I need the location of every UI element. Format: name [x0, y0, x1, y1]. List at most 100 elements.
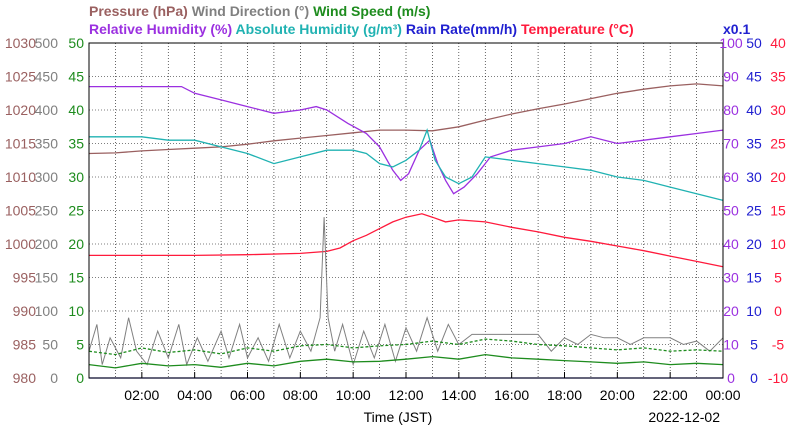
wind_speed-tick-label: 45	[68, 69, 84, 85]
temp-tick-label: 5	[774, 270, 782, 286]
x-tick-label: 04:00	[177, 387, 212, 403]
rh-tick-label: 0	[727, 370, 735, 386]
series-layer	[88, 83, 724, 379]
rain-tick-label: 35	[746, 136, 762, 152]
rain-tick-label: 30	[746, 169, 762, 185]
x-tick-label: 10:00	[336, 387, 371, 403]
series-ah	[89, 128, 724, 202]
wind_dir-tick-label: 350	[35, 136, 59, 152]
pressure-tick-label: 1010	[5, 169, 36, 185]
x-tick-label: 16:00	[494, 387, 529, 403]
rain-tick-label: 0	[750, 370, 758, 386]
wind_dir-tick-label: 50	[42, 337, 58, 353]
wind_speed-tick-label: 35	[68, 136, 84, 152]
x-tick-label: 22:00	[653, 387, 688, 403]
left-axes: 9809859909951000100510101015102010251030…	[5, 35, 84, 386]
rain-tick-label: 20	[746, 236, 762, 252]
rh-tick-label: 20	[723, 303, 739, 319]
title-row-1: Pressure (hPa) Wind Direction (°) Wind S…	[89, 3, 430, 19]
title-row-2: Relative Humidity (%) Absolute Humidity …	[89, 21, 634, 37]
pressure-tick-label: 1025	[5, 69, 36, 85]
x-tick-label: 12:00	[388, 387, 423, 403]
pressure-tick-label: 1030	[5, 35, 36, 51]
wind_speed-tick-label: 15	[68, 270, 84, 286]
wind_dir-tick-label: 400	[35, 102, 59, 118]
rh-tick-label: 10	[723, 337, 739, 353]
title-rh: Relative Humidity (%)	[89, 21, 232, 37]
temp-tick-label: -5	[772, 337, 785, 353]
rain-tick-label: 25	[746, 203, 762, 219]
pressure-tick-label: 1005	[5, 203, 36, 219]
temp-tick-label: 30	[770, 102, 786, 118]
pressure-tick-label: 1015	[5, 136, 36, 152]
wind_dir-tick-label: 200	[35, 236, 59, 252]
series-wind_dir	[88, 217, 724, 367]
temp-tick-label: 40	[770, 35, 786, 51]
pressure-tick-label: 1020	[5, 102, 36, 118]
x-tick-label: 20:00	[600, 387, 635, 403]
wind_speed-tick-label: 0	[76, 370, 84, 386]
wind_speed-tick-label: 40	[68, 102, 84, 118]
title-pressure: Pressure (hPa)	[89, 3, 188, 19]
wind_dir-tick-label: 450	[35, 69, 59, 85]
temp-tick-label: 0	[774, 303, 782, 319]
rh-tick-label: 70	[723, 136, 739, 152]
wind_dir-tick-label: 150	[35, 270, 59, 286]
wind_dir-tick-label: 100	[35, 303, 59, 319]
wind_speed-tick-label: 20	[68, 236, 84, 252]
series-rh	[89, 85, 724, 195]
x-axis-label: Time (JST)	[364, 409, 433, 425]
x-tick-label: 18:00	[547, 387, 582, 403]
rain-tick-label: 15	[746, 270, 762, 286]
x-tick-label: 02:00	[124, 387, 159, 403]
wind_speed-tick-label: 5	[76, 337, 84, 353]
wind_speed-tick-label: 50	[68, 35, 84, 51]
right-axes: 0102030405060708090100051015202530354045…	[719, 35, 788, 386]
pressure-tick-label: 995	[13, 270, 37, 286]
x-tick-label: 06:00	[230, 387, 265, 403]
title-row2-text: Relative Humidity (%) Absolute Humidity …	[89, 21, 634, 37]
title-wind_speed: Wind Speed (m/s)	[313, 3, 430, 19]
rh-tick-label: 80	[723, 102, 739, 118]
wind_speed-tick-label: 25	[68, 203, 84, 219]
series-wind_gust	[88, 338, 724, 356]
rain-tick-label: 40	[746, 102, 762, 118]
rain-tick-label: 10	[746, 303, 762, 319]
wind_speed-tick-label: 10	[68, 303, 84, 319]
rh-tick-label: 50	[723, 203, 739, 219]
title-rain: Rain Rate(mm/h)	[406, 21, 517, 37]
series-pressure	[88, 83, 724, 155]
x-tick-label: 00:00	[705, 387, 740, 403]
wind_dir-tick-label: 0	[50, 370, 58, 386]
title-row1-text: Pressure (hPa) Wind Direction (°) Wind S…	[89, 3, 430, 19]
wind_dir-tick-label: 500	[35, 35, 59, 51]
rh-tick-label: 40	[723, 236, 739, 252]
title-ah: Absolute Humidity (g/m³)	[236, 21, 402, 37]
pressure-tick-label: 990	[13, 303, 37, 319]
temp-tick-label: 35	[770, 69, 786, 85]
rain-tick-label: 45	[746, 69, 762, 85]
rh-tick-label: 90	[723, 69, 739, 85]
rain-multiplier-label: x0.1	[723, 21, 750, 37]
date-label: 2022-12-02	[648, 409, 720, 425]
rain-tick-label: 5	[750, 337, 758, 353]
rh-tick-label: 60	[723, 169, 739, 185]
rh-tick-label: 100	[719, 35, 743, 51]
temp-tick-label: 15	[770, 203, 786, 219]
title-wind_dir: Wind Direction (°)	[192, 3, 309, 19]
pressure-tick-label: 1000	[5, 236, 36, 252]
pressure-tick-label: 980	[13, 370, 37, 386]
x-axis-ticks: 02:00 04:00 06:00 08:00 10:00 12:00 14:00 16:00…	[124, 372, 741, 403]
pressure-tick-label: 985	[13, 337, 37, 353]
title-temp: Temperature (°C)	[521, 21, 634, 37]
x-tick-label: 14:00	[441, 387, 476, 403]
temp-tick-label: 25	[770, 136, 786, 152]
rh-tick-label: 30	[723, 270, 739, 286]
temp-tick-label: 10	[770, 236, 786, 252]
x-tick-label: 08:00	[283, 387, 318, 403]
wind_speed-tick-label: 30	[68, 169, 84, 185]
wind_dir-tick-label: 300	[35, 169, 59, 185]
temp-tick-label: -10	[768, 370, 788, 386]
temp-tick-label: 20	[770, 169, 786, 185]
